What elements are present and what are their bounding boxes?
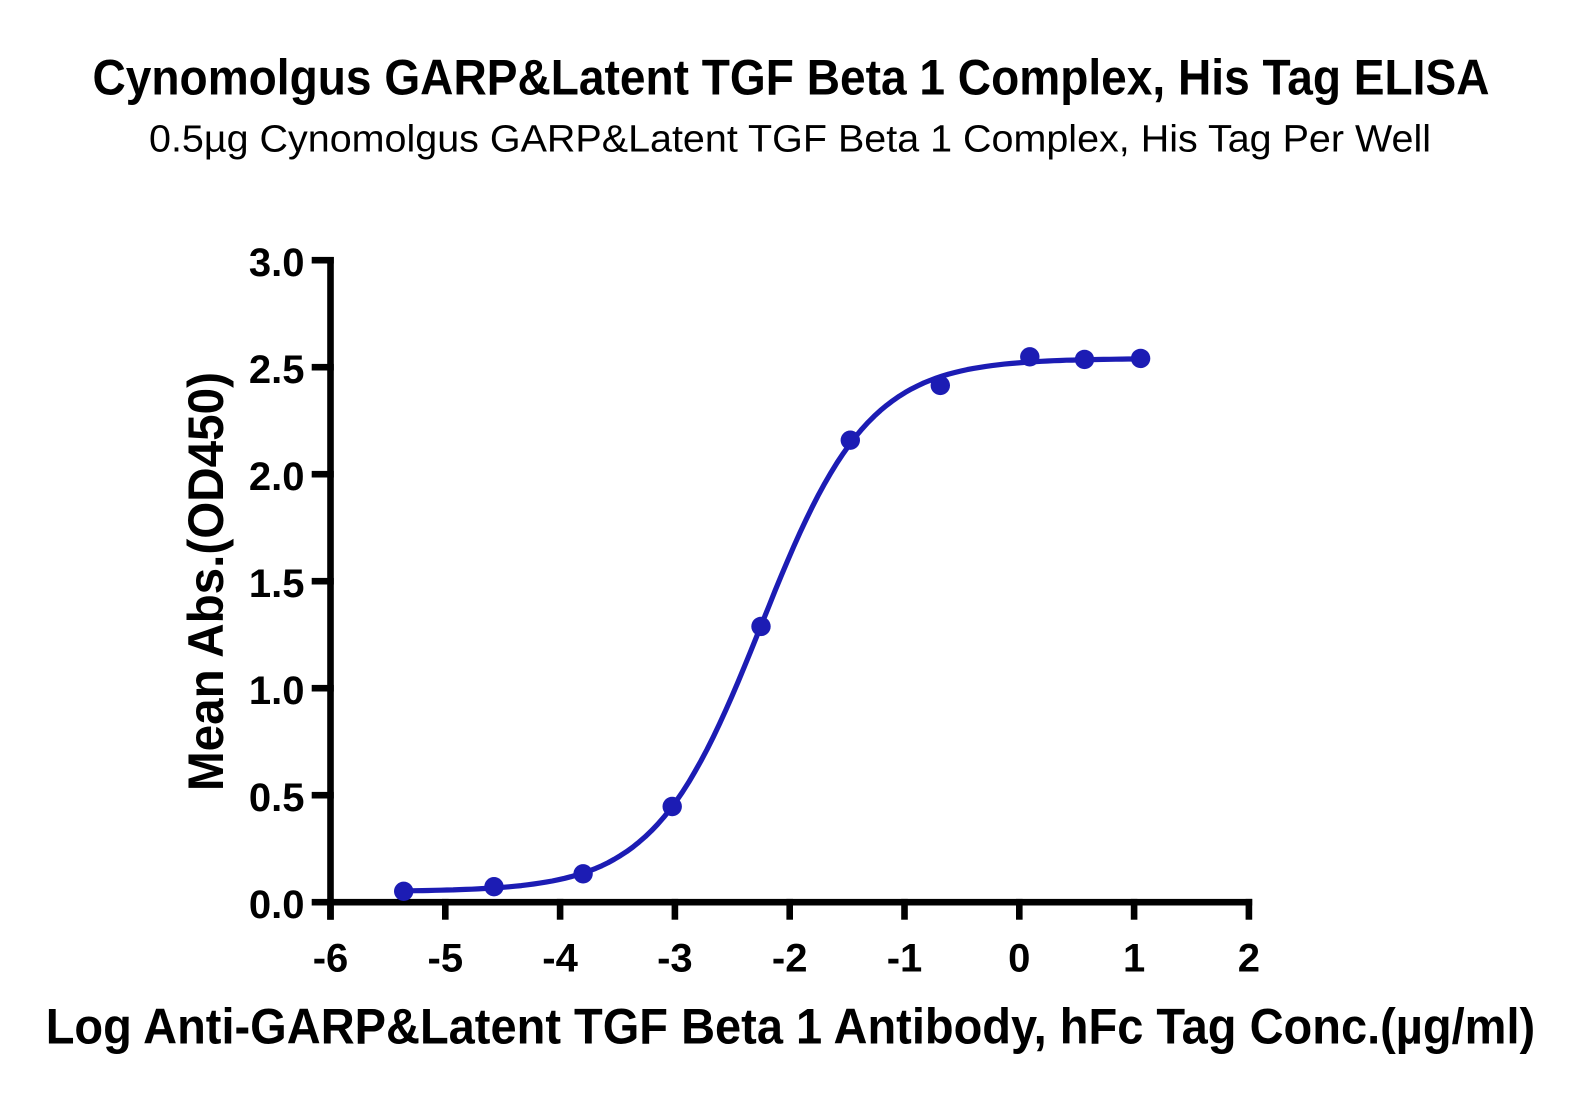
svg-text:-6: -6 bbox=[313, 937, 349, 981]
svg-text:3.0: 3.0 bbox=[249, 241, 305, 285]
svg-text:1.0: 1.0 bbox=[249, 669, 305, 713]
svg-text:-2: -2 bbox=[772, 937, 808, 981]
svg-text:1.5: 1.5 bbox=[249, 562, 305, 606]
svg-text:-5: -5 bbox=[428, 937, 464, 981]
svg-text:2.0: 2.0 bbox=[249, 455, 305, 499]
svg-text:1: 1 bbox=[1123, 937, 1145, 981]
svg-text:2.5: 2.5 bbox=[249, 348, 305, 392]
svg-text:Mean Abs.(OD450): Mean Abs.(OD450) bbox=[178, 372, 234, 791]
svg-text:-4: -4 bbox=[542, 937, 578, 981]
svg-text:0.5: 0.5 bbox=[249, 776, 305, 820]
svg-text:0.5µg Cynomolgus GARP&Latent T: 0.5µg Cynomolgus GARP&Latent TGF Beta 1 … bbox=[149, 118, 1431, 160]
svg-text:0.0: 0.0 bbox=[249, 883, 305, 927]
svg-text:Log Anti-GARP&Latent TGF Beta: Log Anti-GARP&Latent TGF Beta 1 Antibody… bbox=[46, 998, 1536, 1054]
svg-text:Cynomolgus GARP&Latent TGF Bet: Cynomolgus GARP&Latent TGF Beta 1 Comple… bbox=[93, 50, 1490, 106]
svg-text:-3: -3 bbox=[657, 937, 693, 981]
svg-text:0: 0 bbox=[1008, 937, 1030, 981]
svg-text:2: 2 bbox=[1238, 937, 1260, 981]
svg-text:-1: -1 bbox=[887, 937, 923, 981]
